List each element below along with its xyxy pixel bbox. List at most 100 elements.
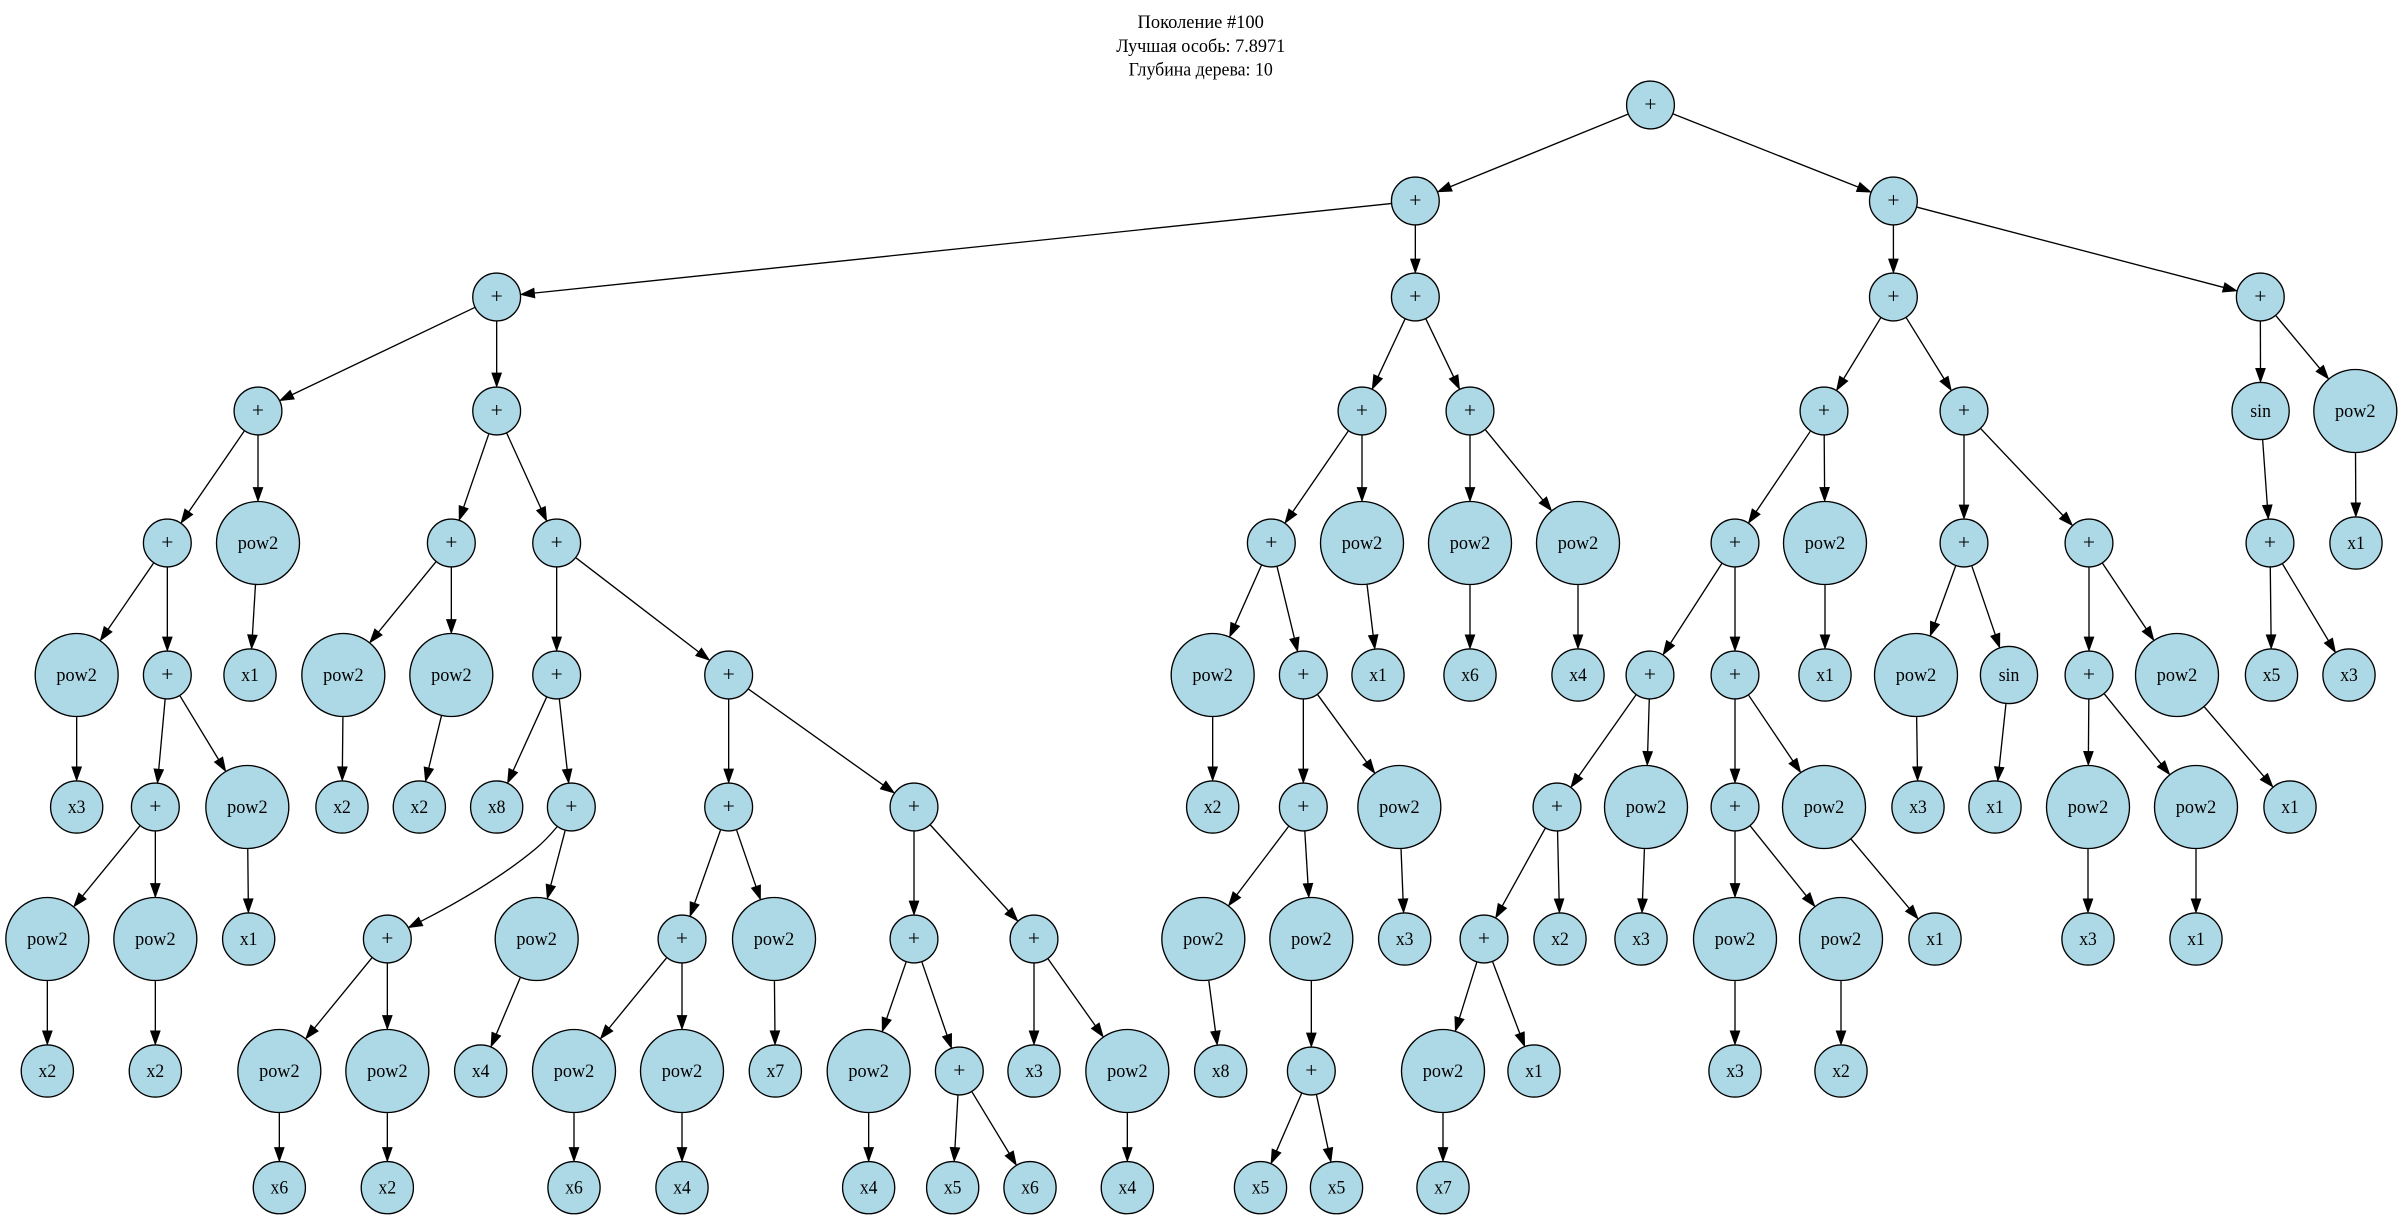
svg-text:x5: x5 [1252,1178,1270,1199]
svg-text:x6: x6 [565,1178,583,1199]
svg-text:x2: x2 [1551,929,1569,950]
svg-text:x4: x4 [860,1178,878,1199]
svg-text:+: + [161,530,173,554]
svg-text:+: + [1265,530,1277,554]
svg-text:+: + [1356,398,1368,422]
svg-text:x2: x2 [333,797,351,818]
svg-text:pow2: pow2 [56,665,97,686]
svg-text:+: + [551,662,563,686]
svg-text:+: + [723,662,735,686]
svg-text:+: + [2083,662,2095,686]
svg-text:pow2: pow2 [135,929,176,950]
svg-text:x8: x8 [1212,1061,1230,1082]
svg-text:x5: x5 [944,1178,962,1199]
svg-text:x3: x3 [2340,665,2358,686]
svg-text:pow2: pow2 [1192,665,1233,686]
svg-text:x2: x2 [1832,1061,1850,1082]
svg-text:+: + [1729,662,1741,686]
svg-text:pow2: pow2 [323,665,364,686]
svg-text:pow2: pow2 [662,1061,703,1082]
svg-text:+: + [1887,188,1899,212]
svg-text:pow2: pow2 [1626,797,1667,818]
svg-text:x2: x2 [147,1061,165,1082]
svg-text:+: + [1297,662,1309,686]
svg-text:pow2: pow2 [848,1061,889,1082]
svg-text:pow2: pow2 [1896,665,1937,686]
svg-text:+: + [1729,794,1741,818]
svg-text:x3: x3 [1726,1061,1744,1082]
svg-text:pow2: pow2 [27,929,68,950]
svg-text:+: + [1958,530,1970,554]
svg-text:+: + [1028,926,1040,950]
svg-text:+: + [1478,926,1490,950]
svg-text:+: + [676,926,688,950]
svg-text:x3: x3 [1632,929,1650,950]
svg-text:pow2: pow2 [554,1061,595,1082]
svg-text:+: + [1409,284,1421,308]
svg-text:x1: x1 [2187,929,2205,950]
svg-text:+: + [565,794,577,818]
svg-text:+: + [1958,398,1970,422]
svg-text:x1: x1 [240,929,258,950]
svg-text:pow2: pow2 [1804,797,1845,818]
svg-text:x2: x2 [379,1178,397,1199]
svg-text:pow2: pow2 [1558,533,1599,554]
svg-text:Поколение #100: Поколение #100 [1138,12,1264,33]
svg-text:+: + [953,1058,965,1082]
svg-text:pow2: pow2 [516,929,557,950]
svg-text:x7: x7 [767,1061,785,1082]
svg-text:x4: x4 [1569,665,1587,686]
svg-text:+: + [1818,398,1830,422]
svg-text:x3: x3 [1025,1061,1043,1082]
svg-text:+: + [2254,284,2266,308]
svg-text:Лучшая особь: 7.8971: Лучшая особь: 7.8971 [1116,36,1285,57]
svg-text:pow2: pow2 [1805,533,1846,554]
svg-text:x1: x1 [2347,533,2365,554]
svg-text:sin: sin [2250,401,2271,422]
svg-text:pow2: pow2 [1107,1061,1148,1082]
svg-text:+: + [1305,1058,1317,1082]
svg-text:x2: x2 [1204,797,1222,818]
svg-text:pow2: pow2 [2335,401,2376,422]
svg-text:x1: x1 [2281,797,2299,818]
svg-text:+: + [1409,188,1421,212]
svg-text:x4: x4 [673,1178,691,1199]
svg-text:+: + [723,794,735,818]
svg-text:x1: x1 [1926,929,1944,950]
svg-text:+: + [1644,92,1656,116]
svg-text:x3: x3 [2079,929,2097,950]
svg-text:+: + [1644,662,1656,686]
svg-text:x4: x4 [472,1061,490,1082]
svg-text:sin: sin [1999,665,2020,686]
svg-text:x5: x5 [1328,1178,1346,1199]
svg-text:x6: x6 [271,1178,289,1199]
svg-text:Глубина дерева: 10: Глубина дерева: 10 [1129,60,1273,81]
svg-text:pow2: pow2 [1450,533,1491,554]
svg-text:+: + [161,662,173,686]
svg-text:+: + [1729,530,1741,554]
svg-text:+: + [908,926,920,950]
svg-text:pow2: pow2 [2176,797,2217,818]
svg-text:pow2: pow2 [1423,1061,1464,1082]
svg-text:x2: x2 [411,797,429,818]
svg-text:pow2: pow2 [1821,929,1862,950]
svg-text:pow2: pow2 [1342,533,1383,554]
svg-text:pow2: pow2 [367,1061,408,1082]
svg-text:pow2: pow2 [238,533,279,554]
svg-text:x2: x2 [39,1061,57,1082]
svg-text:x5: x5 [2263,665,2281,686]
svg-text:x1: x1 [241,665,259,686]
svg-text:pow2: pow2 [259,1061,300,1082]
svg-text:+: + [1551,794,1563,818]
svg-text:x7: x7 [1434,1178,1452,1199]
svg-text:x1: x1 [1816,665,1834,686]
svg-text:+: + [551,530,563,554]
svg-text:pow2: pow2 [1379,797,1420,818]
svg-text:+: + [149,794,161,818]
svg-text:pow2: pow2 [754,929,795,950]
svg-text:x6: x6 [1021,1178,1039,1199]
svg-text:pow2: pow2 [1183,929,1224,950]
svg-text:x6: x6 [1461,665,1479,686]
svg-text:+: + [381,926,393,950]
svg-text:+: + [1887,284,1899,308]
